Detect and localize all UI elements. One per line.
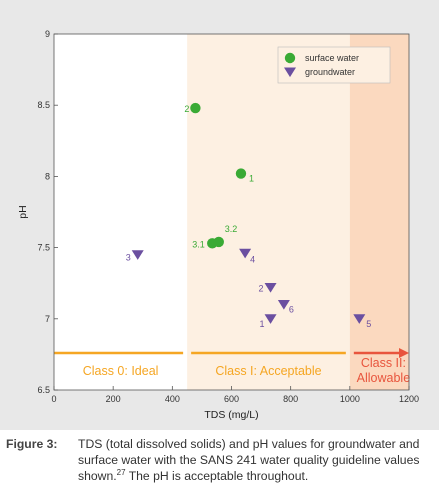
class-label-1: Class I: Acceptable: [215, 364, 321, 378]
ground-water-point-label-0: 1: [260, 319, 265, 329]
x-tick-label-1: 200: [106, 394, 121, 404]
caption-line-2: surface water with the SANS 241 water qu…: [78, 453, 420, 467]
x-axis-label: TDS (mg/L): [204, 409, 258, 421]
tds-ph-scatter-chart: Class 0: Ideal Class I: Acceptable Class I…: [17, 29, 419, 421]
ground-water-point-4: [353, 314, 366, 324]
figure-panel: Class 0: Ideal Class I: Acceptable Class I…: [0, 0, 439, 430]
caption-line-1: TDS (total dissolved solids) and pH valu…: [78, 437, 420, 451]
y-tick-label-1: 7: [45, 314, 50, 324]
y-tick-label-0: 6.5: [37, 385, 50, 395]
x-tick-label-4: 800: [283, 394, 298, 404]
class-label-2-line-1: Allowable: [357, 371, 411, 385]
ground-water-point-5: [277, 300, 290, 310]
x-tick-label-2: 400: [165, 394, 180, 404]
x-tick-label-5: 1000: [340, 394, 360, 404]
ground-water-point-2: [131, 250, 144, 260]
ground-water-point-3: [239, 248, 252, 259]
ground-water-point-label-4: 5: [366, 319, 371, 329]
surface-water-point-label-1: 2: [184, 104, 189, 114]
y-tick-label-2: 7.5: [37, 243, 50, 253]
legend-label-1: groundwater: [305, 67, 355, 77]
surface-water-point-label-2: 3.1: [192, 239, 205, 249]
ground-water-point-label-3: 4: [250, 254, 255, 264]
caption-label: Figure 3:: [6, 437, 58, 451]
ground-water-point-label-5: 6: [289, 305, 294, 315]
ground-water-point-1: [264, 282, 277, 293]
caption-line-3-lead: shown.: [78, 469, 117, 483]
class-band-1: [187, 34, 350, 390]
x-tick-label-3: 600: [224, 394, 239, 404]
legend-marker-1: [284, 67, 296, 78]
legend-label-0: surface water: [305, 53, 359, 63]
x-tick-label-0: 0: [51, 394, 56, 404]
ground-water-point-label-1: 2: [259, 283, 264, 293]
class-band-0: [54, 34, 188, 390]
y-axis-label: pH: [17, 205, 29, 218]
caption-footnote: 27: [116, 467, 126, 477]
class-label-2-line-0: Class II:: [361, 356, 406, 370]
class-label-0: Class 0: Ideal: [83, 364, 159, 378]
surface-water-point-0: [235, 168, 247, 179]
legend-marker-0: [284, 52, 296, 64]
surface-water-point-label-3: 3.2: [225, 224, 238, 234]
surface-water-point-1: [190, 102, 201, 114]
caption-line-3: shown.27 The pH is acceptable throughout…: [78, 468, 436, 484]
ground-water-point-label-2: 3: [126, 253, 131, 263]
surface-water-point-3: [213, 236, 224, 248]
x-tick-label-6: 1200: [399, 394, 419, 404]
y-tick-label-4: 8.5: [37, 100, 50, 110]
y-tick-label-3: 8: [45, 171, 50, 181]
surface-water-point-label-0: 1: [249, 174, 254, 184]
caption-line-3-rest: The pH is acceptable throughout.: [128, 469, 309, 483]
class-band-2: [349, 34, 409, 390]
legend-box: [277, 46, 391, 84]
y-tick-label-5: 9: [45, 29, 50, 39]
caption-text: TDS (total dissolved solids) and pH valu…: [78, 436, 436, 484]
class-arrow-head: [399, 347, 409, 358]
ground-water-point-0: [264, 314, 277, 324]
